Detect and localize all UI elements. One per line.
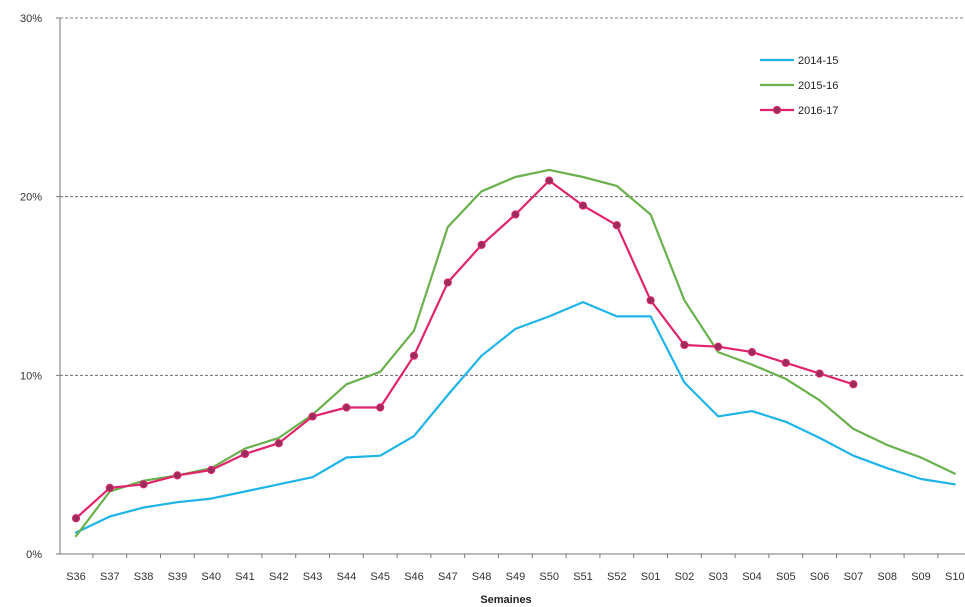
series-line-2014-15 (74, 301, 956, 534)
axes (56, 17, 965, 558)
legend-label: 2015-16 (798, 80, 838, 92)
x-tick-label: S04 (742, 571, 762, 583)
legend: 2014-15 2015-16 2016-17 (760, 55, 838, 117)
y-tick-label: 20% (20, 192, 42, 204)
data-point (781, 358, 790, 367)
x-tick-label: S43 (303, 571, 323, 583)
data-point (240, 449, 250, 459)
data-point (646, 296, 655, 305)
data-point (612, 221, 621, 230)
y-tick-label: 10% (20, 370, 42, 382)
data-point (545, 176, 554, 185)
data-point (443, 278, 452, 287)
data-point (376, 403, 385, 412)
data-point (578, 201, 588, 210)
legend-label: 2016-17 (798, 105, 838, 117)
x-tick-label: S45 (370, 571, 390, 583)
x-tick-label: S50 (539, 571, 559, 583)
series-line-2016-17 (74, 179, 855, 520)
x-tick-label: S10 (945, 571, 965, 583)
x-tick-label: S44 (337, 571, 357, 583)
x-tick-label: S47 (438, 571, 458, 583)
data-point (680, 340, 689, 350)
x-tick-label: S42 (269, 571, 289, 583)
legend-item: 2014-15 (760, 55, 838, 67)
y-tick-label: 0% (26, 549, 42, 561)
data-point (747, 348, 757, 357)
x-tick-labels: S36 S37 S38 S39 S40 S41 S42 S43 S44 S45 S46 S47 S48 S… (66, 571, 964, 583)
data-point (714, 342, 723, 351)
x-tick-label: S08 (877, 571, 897, 583)
x-tick-label: S48 (472, 571, 492, 583)
x-axis-title: Semaines (480, 594, 531, 606)
x-tick-label: S07 (844, 571, 864, 583)
x-tick-label: S38 (134, 571, 154, 583)
x-tick-label: S05 (776, 571, 796, 583)
legend-item: 2015-16 (760, 80, 838, 92)
data-point (308, 412, 317, 421)
legend-marker (772, 105, 782, 115)
data-point (139, 480, 148, 489)
x-tick-label: S52 (607, 571, 627, 583)
gridlines (60, 17, 965, 376)
x-tick-label: S46 (404, 571, 424, 583)
data-point (71, 514, 81, 523)
x-tick-label: S41 (235, 571, 255, 583)
series-lines (71, 168, 956, 538)
x-tick-label: S02 (675, 571, 695, 583)
data-point (105, 483, 114, 492)
x-tick-label: S40 (201, 571, 221, 583)
legend-item: 2016-17 (760, 105, 838, 117)
data-point (849, 380, 858, 389)
x-tick-label: S39 (168, 571, 188, 583)
legend-label: 2014-15 (798, 55, 838, 67)
x-tick-label: S09 (911, 571, 931, 583)
data-point (342, 403, 351, 412)
x-tick-label: S36 (66, 571, 86, 583)
x-tick-label: S37 (100, 571, 120, 583)
data-point (511, 210, 520, 219)
data-point (207, 465, 216, 475)
data-point (173, 471, 182, 480)
data-point (815, 369, 824, 378)
x-tick-label: S03 (708, 571, 728, 583)
x-tick-label: S51 (573, 571, 593, 583)
x-tick-label: S06 (810, 571, 830, 583)
data-point (409, 351, 419, 360)
data-point (274, 439, 283, 448)
x-tick-label: S49 (506, 571, 526, 583)
y-tick-label: 30% (20, 13, 42, 25)
data-point (477, 240, 486, 250)
x-tick-label: S01 (641, 571, 661, 583)
series-line-2015-16 (74, 168, 956, 538)
y-tick-labels: 0% 10% 20% 30% (20, 13, 42, 561)
